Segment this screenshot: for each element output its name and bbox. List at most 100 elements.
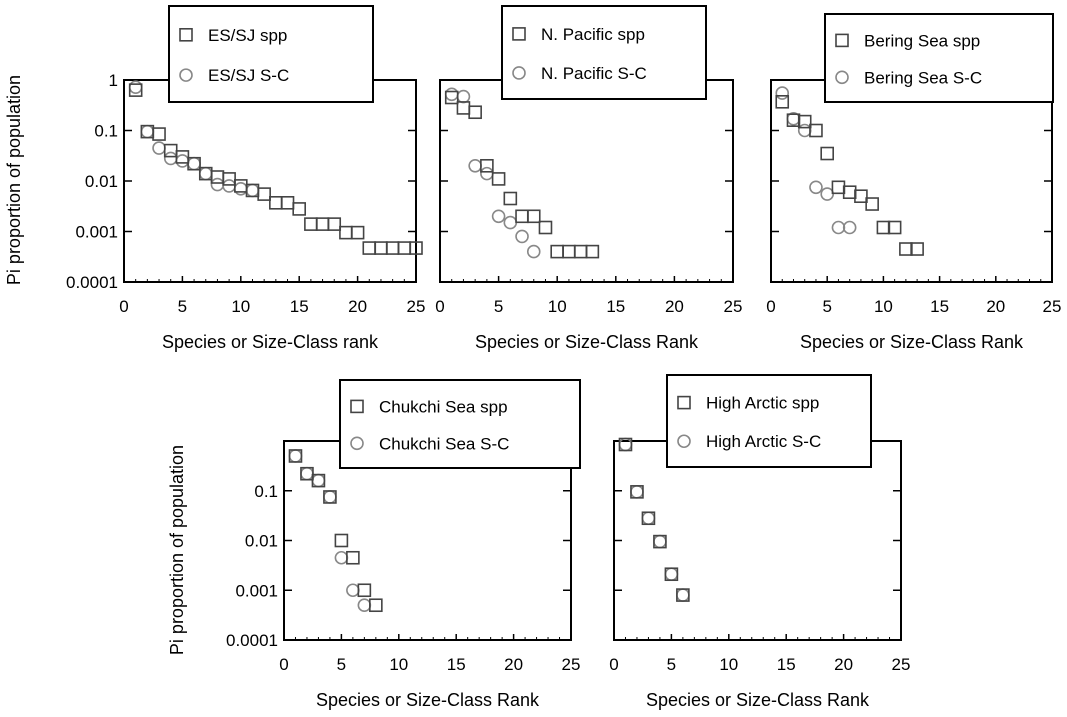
data-point-square <box>339 225 353 240</box>
data-point-square <box>820 146 835 161</box>
data-point-square <box>641 511 656 526</box>
data-point-square <box>175 150 190 164</box>
data-point-square <box>653 534 667 549</box>
legend-label: N. Pacific spp <box>541 25 645 44</box>
legend-marker-circle <box>512 66 526 80</box>
legend-marker-circle <box>179 68 193 82</box>
x-tick-label: 25 <box>724 297 743 316</box>
data-point-square <box>630 485 644 499</box>
x-tick-label: 5 <box>337 655 346 674</box>
data-point-square <box>210 170 225 184</box>
x-axis-label: Species or Size-Class Rank <box>475 332 699 352</box>
x-tick-label: 20 <box>665 297 684 316</box>
x-tick-label: 0 <box>766 297 775 316</box>
legend-label: Chukchi Sea S-C <box>379 434 509 453</box>
data-point-circle <box>491 209 506 224</box>
data-point-square <box>234 179 248 193</box>
data-point-square <box>797 114 812 129</box>
data-point-square <box>346 550 360 565</box>
x-tick-label: 20 <box>504 655 523 674</box>
y-axis-label: Pi proportion of population <box>167 445 187 655</box>
data-point-square <box>152 127 166 141</box>
legend-box <box>824 13 1054 103</box>
data-point-square <box>491 172 506 186</box>
data-point-square <box>323 490 337 504</box>
y-tick-label: 0.1 <box>94 122 118 141</box>
legend-label: Bering Sea S-C <box>864 68 982 87</box>
y-tick-label: 0.1 <box>254 482 278 501</box>
x-tick-label: 5 <box>178 297 187 316</box>
x-tick-label: 0 <box>279 655 288 674</box>
x-tick-label: 10 <box>874 297 893 316</box>
y-tick-label: 0.0001 <box>66 273 118 292</box>
y-tick-label: 0.01 <box>245 532 278 551</box>
data-point-square <box>786 113 801 127</box>
data-point-square <box>876 220 891 235</box>
data-point-square <box>292 202 307 216</box>
data-point-square <box>222 172 236 186</box>
data-point-square <box>550 244 565 259</box>
data-point-square <box>128 83 143 97</box>
y-tick-label: 0.0001 <box>226 631 278 650</box>
legend-label: High Arctic S-C <box>706 432 821 451</box>
legend-box <box>168 5 374 103</box>
x-tick-label: 0 <box>609 655 618 674</box>
data-point-square <box>676 588 690 602</box>
data-point-square <box>280 196 295 210</box>
x-tick-label: 25 <box>562 655 581 674</box>
data-point-square <box>369 598 383 613</box>
data-point-square <box>842 185 857 200</box>
data-point-square <box>315 217 330 231</box>
data-point-square <box>865 197 879 211</box>
x-tick-label: 15 <box>930 297 949 316</box>
x-tick-label: 0 <box>119 297 128 316</box>
data-point-square <box>163 143 178 158</box>
legend-label: Chukchi Sea spp <box>379 397 508 416</box>
chart-panel-4: 0 5 10 15 20 25 0.0001 0.001 0.01 0.1 Species or S… <box>167 379 581 710</box>
data-point-square <box>899 242 913 256</box>
y-tick-label: 1 <box>109 71 118 90</box>
data-point-square <box>140 124 155 139</box>
x-tick-label: 5 <box>667 655 676 674</box>
x-tick-label: 25 <box>1043 297 1062 316</box>
x-axis-label: Species or Size-Class Rank <box>316 690 540 710</box>
data-point-square <box>350 225 365 240</box>
legend-label: ES/SJ S-C <box>208 66 289 85</box>
data-point-square <box>515 209 529 224</box>
x-tick-label: 20 <box>348 297 367 316</box>
data-point-square <box>664 567 679 582</box>
data-point-square <box>538 220 553 235</box>
legend-label: N. Pacific S-C <box>541 64 647 83</box>
x-tick-label: 10 <box>231 297 250 316</box>
x-tick-label: 20 <box>986 297 1005 316</box>
data-point-circle <box>456 89 471 104</box>
data-point-circle <box>820 187 835 201</box>
data-point-square <box>374 241 388 255</box>
chart-panel-2: 0 5 10 15 20 25 Species or Size-Class Rank N. P… <box>435 5 743 352</box>
data-point-circle <box>515 229 529 244</box>
x-tick-label: 5 <box>822 297 831 316</box>
data-point-square <box>397 241 412 255</box>
data-point-square <box>327 217 342 231</box>
data-point-circle <box>468 158 482 173</box>
y-axis-label: Pi proportion of population <box>4 75 24 285</box>
data-point-square <box>526 209 541 224</box>
data-point-square <box>573 244 588 259</box>
data-point-square <box>854 189 868 204</box>
y-tick-label: 0.001 <box>235 581 278 600</box>
legend-label: ES/SJ spp <box>208 26 287 45</box>
chart-panel-5: 0 5 10 15 20 25 Species or Size-Class Rank High… <box>609 374 910 710</box>
legend-marker-square <box>350 399 364 414</box>
data-point-square <box>444 90 459 105</box>
legend-marker-square <box>512 27 526 41</box>
data-point-square <box>831 180 846 195</box>
legend-box <box>666 374 872 468</box>
data-point-square <box>562 244 576 259</box>
data-point-square <box>288 449 303 463</box>
legend-box <box>339 379 581 469</box>
data-point-circle <box>334 550 349 565</box>
data-point-square <box>269 196 283 210</box>
legend-label: High Arctic spp <box>706 394 819 413</box>
data-point-circle <box>842 220 857 235</box>
